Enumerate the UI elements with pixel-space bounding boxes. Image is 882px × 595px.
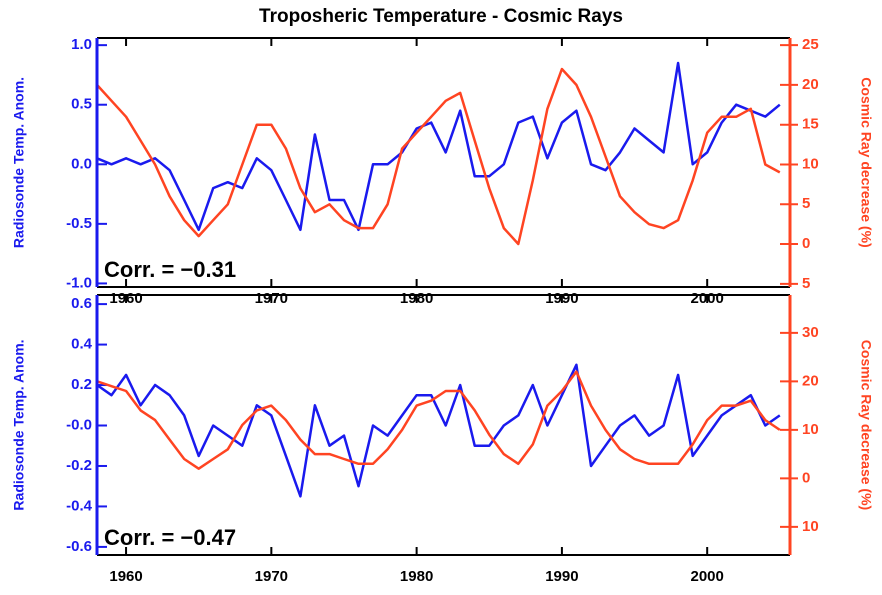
y2-tick-label: 15 <box>802 116 819 133</box>
y-axis-label: Radiosonde Temp. Anom. <box>11 77 27 248</box>
series-line <box>96 363 781 498</box>
y-tick-label: 0.2 <box>71 376 92 393</box>
series-line <box>96 370 781 470</box>
y2-tick-label: 5 <box>802 195 810 212</box>
y-tick-label: 0.4 <box>71 336 93 353</box>
y-tick-label: -1.0 <box>66 274 92 291</box>
annotation: Corr. = −0.31 <box>104 257 236 282</box>
x-tick-label: 1970 <box>255 568 288 585</box>
x-tick-label: 2000 <box>691 568 724 585</box>
y2-tick-label: 20 <box>802 372 819 389</box>
y-tick-label: 0.0 <box>71 155 92 172</box>
y2-tick-label: 10 <box>802 518 819 535</box>
series-line <box>96 61 781 232</box>
x-tick-label: 1980 <box>400 568 433 585</box>
y-tick-label: -0.0 <box>66 416 92 433</box>
y-tick-label: 0.6 <box>71 295 92 312</box>
y-tick-label: -0.4 <box>66 497 93 514</box>
y2-tick-label: 5 <box>802 275 810 292</box>
y-tick-label: -0.2 <box>66 457 92 474</box>
y-tick-label: -0.5 <box>66 215 92 232</box>
y2-tick-label: 0 <box>802 235 810 252</box>
x-tick-label: 1960 <box>109 568 142 585</box>
y-tick-label: -0.6 <box>66 538 92 555</box>
y2-axis-label: Cosmic Ray decrease (%) <box>858 340 874 510</box>
chart-title: Troposheric Temperature - Cosmic Rays <box>259 6 623 27</box>
x-tick-label: 1990 <box>545 568 578 585</box>
y2-axis-label: Cosmic Ray decrease (%) <box>858 77 874 247</box>
y-axis-label: Radiosonde Temp. Anom. <box>11 339 27 510</box>
y2-tick-label: 10 <box>802 421 819 438</box>
y-tick-label: 0.5 <box>71 96 92 113</box>
y2-tick-label: 30 <box>802 324 819 341</box>
y2-tick-label: 20 <box>802 76 819 93</box>
y2-tick-label: 10 <box>802 155 819 172</box>
y2-tick-label: 0 <box>802 469 810 486</box>
annotation: Corr. = −0.47 <box>104 525 236 550</box>
y-tick-label: 1.0 <box>71 36 92 53</box>
y2-tick-label: 25 <box>802 36 819 53</box>
series-line <box>96 67 781 246</box>
